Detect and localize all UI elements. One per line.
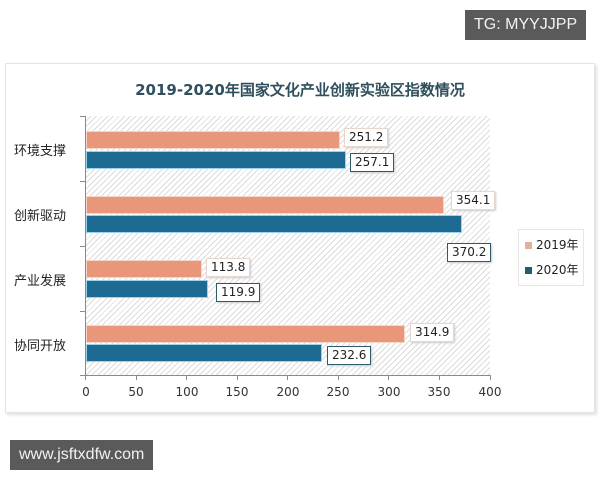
bar-2020-env (86, 151, 346, 169)
data-label: 314.9 (410, 323, 455, 342)
x-tick-label: 50 (128, 385, 144, 399)
x-tick (490, 375, 491, 380)
legend-label: 2020年 (536, 263, 579, 277)
watermark-bottom-left: www.jsftxdfw.com (10, 440, 154, 470)
legend: 2019年 2020年 (518, 229, 584, 286)
x-tick-label: 250 (326, 385, 350, 399)
x-tick (237, 375, 238, 380)
watermark-top-right: TG: MYYJJPP (465, 10, 587, 40)
bar-2019-env (86, 131, 340, 149)
x-tick-label: 100 (175, 385, 199, 399)
y-tick (80, 181, 86, 182)
legend-swatch-icon (525, 267, 532, 274)
y-tick (80, 116, 86, 117)
bar-2020-innov (86, 215, 462, 233)
x-tick-label: 200 (276, 385, 300, 399)
bar-2020-industry (86, 280, 208, 298)
x-tick (338, 375, 339, 380)
x-tick (388, 375, 389, 380)
data-label: 113.8 (206, 258, 251, 277)
y-tick (80, 246, 86, 247)
data-label: 119.9 (216, 283, 261, 302)
data-label: 354.1 (451, 191, 496, 210)
y-tick (80, 375, 86, 376)
chart-title: 2019-2020年国家文化产业创新实验区指数情况 (135, 81, 465, 99)
x-tick (186, 375, 187, 380)
x-tick-label: 300 (377, 385, 401, 399)
x-tick-label: 150 (225, 385, 249, 399)
category-label: 产业发展 (14, 274, 67, 289)
data-label: 257.1 (350, 153, 395, 172)
data-label: 232.6 (327, 346, 372, 365)
legend-swatch-icon (525, 242, 532, 249)
category-label: 环境支撑 (14, 144, 67, 159)
y-tick (80, 311, 86, 312)
x-tick (136, 375, 137, 380)
category-label: 协同开放 (14, 339, 67, 354)
data-label: 370.2 (447, 243, 492, 262)
x-tick (439, 375, 440, 380)
legend-item-2019: 2019年 (525, 236, 579, 253)
bar-2020-open (86, 344, 322, 362)
bar-2019-innov (86, 196, 444, 214)
legend-item-2020: 2020年 (525, 261, 579, 278)
bar-2019-industry (86, 260, 202, 278)
category-label: 创新驱动 (14, 209, 67, 224)
bar-2019-open (86, 325, 405, 343)
x-tick (287, 375, 288, 380)
legend-label: 2019年 (536, 238, 579, 252)
x-tick-label: 400 (478, 385, 502, 399)
x-tick-label: 0 (82, 385, 90, 399)
x-tick-label: 350 (427, 385, 451, 399)
x-tick (85, 375, 86, 380)
x-axis (85, 375, 491, 376)
data-label: 251.2 (344, 128, 389, 147)
